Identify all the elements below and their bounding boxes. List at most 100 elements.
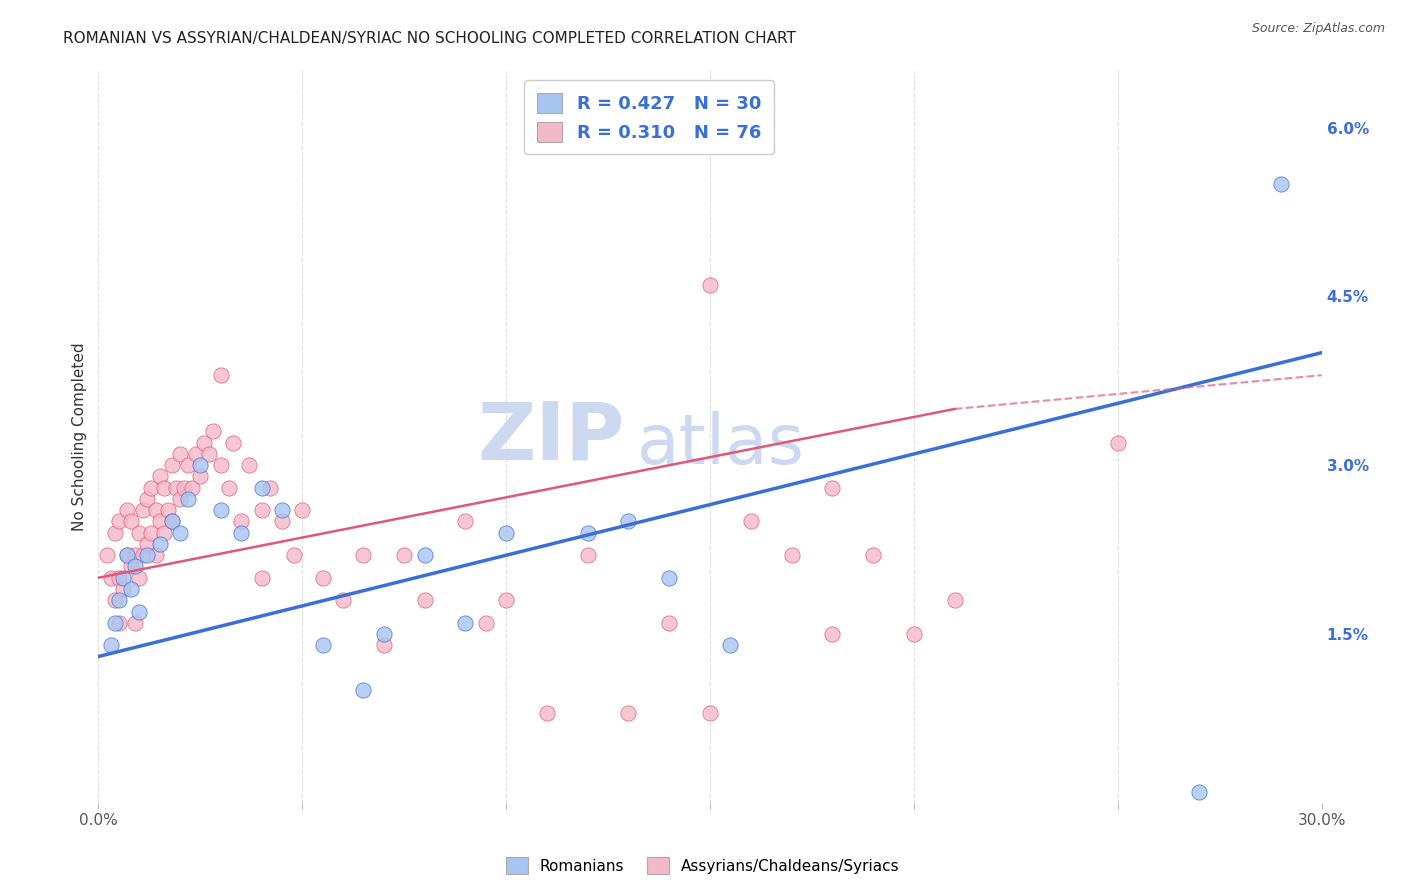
- Point: [250, 503, 273, 517]
- Point: [104, 615, 127, 630]
- Point: [136, 548, 159, 562]
- Point: [720, 638, 742, 652]
- Point: [128, 525, 150, 540]
- Point: [152, 481, 174, 495]
- Point: [149, 515, 172, 529]
- Point: [128, 571, 150, 585]
- Point: [454, 615, 477, 630]
- Point: [495, 593, 517, 607]
- Point: [136, 491, 159, 506]
- Point: [780, 548, 803, 562]
- Point: [188, 458, 212, 473]
- Text: ROMANIAN VS ASSYRIAN/CHALDEAN/SYRIAC NO SCHOOLING COMPLETED CORRELATION CHART: ROMANIAN VS ASSYRIAN/CHALDEAN/SYRIAC NO …: [63, 31, 796, 46]
- Point: [186, 447, 208, 461]
- Point: [197, 447, 219, 461]
- Point: [699, 706, 721, 720]
- Point: [392, 548, 416, 562]
- Point: [312, 638, 335, 652]
- Point: [100, 571, 122, 585]
- Point: [193, 435, 215, 450]
- Point: [373, 638, 395, 652]
- Point: [124, 615, 146, 630]
- Point: [454, 515, 477, 529]
- Point: [132, 503, 155, 517]
- Text: Source: ZipAtlas.com: Source: ZipAtlas.com: [1251, 22, 1385, 36]
- Point: [943, 593, 966, 607]
- Point: [201, 425, 224, 439]
- Point: [145, 548, 167, 562]
- Point: [152, 525, 174, 540]
- Point: [1188, 784, 1211, 798]
- Point: [576, 548, 599, 562]
- Point: [250, 481, 273, 495]
- Point: [108, 615, 131, 630]
- Point: [903, 627, 925, 641]
- Point: [149, 537, 172, 551]
- Point: [120, 582, 142, 596]
- Point: [312, 571, 335, 585]
- Point: [136, 537, 159, 551]
- Point: [740, 515, 762, 529]
- Point: [165, 481, 187, 495]
- Point: [209, 368, 232, 383]
- Point: [352, 548, 374, 562]
- Point: [231, 515, 253, 529]
- Point: [160, 515, 183, 529]
- Point: [160, 458, 183, 473]
- Point: [283, 548, 305, 562]
- Text: atlas: atlas: [637, 411, 804, 478]
- Point: [132, 548, 155, 562]
- Point: [862, 548, 884, 562]
- Point: [1107, 435, 1129, 450]
- Point: [188, 469, 212, 483]
- Point: [120, 559, 142, 574]
- Point: [291, 503, 314, 517]
- Point: [413, 548, 436, 562]
- Point: [1270, 177, 1292, 191]
- Point: [231, 525, 253, 540]
- Point: [104, 593, 127, 607]
- Point: [181, 481, 204, 495]
- Point: [124, 559, 146, 574]
- Point: [474, 615, 498, 630]
- Point: [169, 525, 191, 540]
- Point: [536, 706, 558, 720]
- Text: ZIP: ZIP: [477, 398, 624, 476]
- Point: [173, 481, 195, 495]
- Point: [108, 515, 131, 529]
- Point: [250, 571, 273, 585]
- Point: [141, 525, 163, 540]
- Point: [238, 458, 260, 473]
- Point: [160, 515, 183, 529]
- Point: [495, 525, 517, 540]
- Point: [617, 515, 640, 529]
- Point: [115, 548, 138, 562]
- Point: [96, 548, 118, 562]
- Point: [115, 548, 138, 562]
- Point: [699, 278, 721, 293]
- Point: [209, 458, 232, 473]
- Point: [270, 503, 294, 517]
- Point: [141, 481, 163, 495]
- Point: [177, 491, 200, 506]
- Point: [259, 481, 281, 495]
- Point: [821, 627, 844, 641]
- Point: [352, 683, 374, 698]
- Point: [169, 491, 191, 506]
- Point: [658, 615, 681, 630]
- Point: [108, 593, 131, 607]
- Point: [821, 481, 844, 495]
- Y-axis label: No Schooling Completed: No Schooling Completed: [72, 343, 87, 532]
- Point: [108, 571, 131, 585]
- Point: [124, 548, 146, 562]
- Point: [218, 481, 240, 495]
- Point: [270, 515, 294, 529]
- Point: [115, 503, 138, 517]
- Point: [332, 593, 354, 607]
- Point: [128, 605, 150, 619]
- Point: [617, 706, 640, 720]
- Point: [120, 515, 142, 529]
- Point: [222, 435, 245, 450]
- Point: [104, 525, 127, 540]
- Point: [169, 447, 191, 461]
